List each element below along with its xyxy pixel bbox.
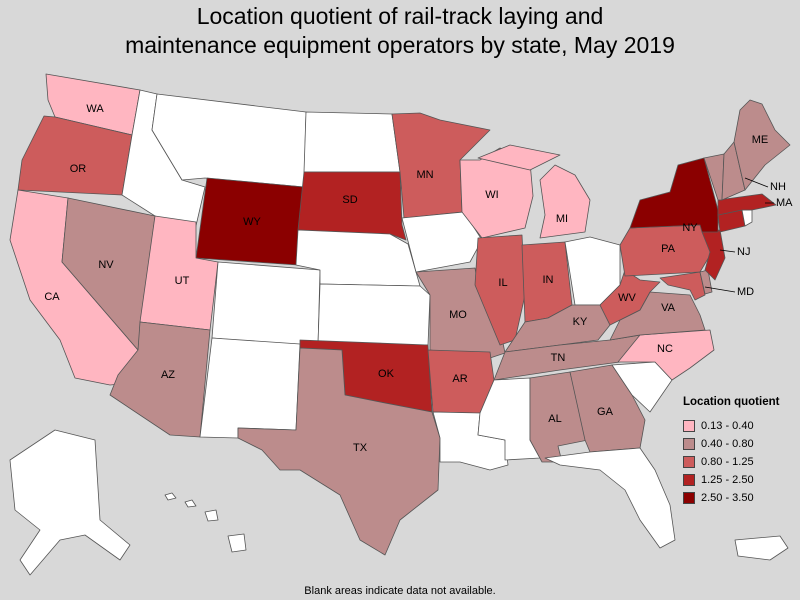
legend-label: 0.80 - 1.25 (701, 456, 754, 468)
legend-swatch (683, 474, 695, 486)
legend-swatch (683, 420, 695, 432)
state-label-al: AL (548, 413, 561, 425)
state-label-wa: WA (86, 103, 104, 115)
state-nd (303, 111, 401, 173)
state-pr (734, 535, 789, 561)
state-co (211, 261, 321, 348)
state-ma (717, 193, 777, 216)
state-label-tn: TN (551, 352, 566, 364)
legend-swatch (683, 456, 695, 468)
legend-label: 0.13 - 0.40 (701, 420, 754, 432)
legend-swatch (683, 492, 695, 504)
state-label-or: OR (70, 163, 87, 175)
state-label-va: VA (661, 302, 676, 314)
state-ak (9, 429, 131, 576)
state-label-ok: OK (378, 368, 395, 380)
state-label-mn: MN (416, 169, 433, 181)
state-sc (611, 361, 673, 413)
state-label-az: AZ (161, 369, 175, 381)
state-fl (544, 447, 676, 549)
state-label-md: MD (737, 286, 754, 298)
state-label-sd: SD (342, 194, 357, 206)
state-me (733, 99, 791, 191)
state-tx (237, 347, 441, 556)
state-label-me: ME (752, 134, 769, 146)
map-title: Location quotient of rail-track laying a… (0, 2, 800, 60)
legend-swatch (683, 438, 695, 450)
leader-line-nj (719, 249, 736, 253)
state-labels: WA OR CA NV UT AZ WY SD MN WI MI IL IN MO KY TN OK AR TX AL… (44, 103, 793, 454)
state-label-wy: WY (243, 216, 261, 228)
legend-label: 0.40 - 0.80 (701, 438, 754, 450)
state-label-nc: NC (657, 343, 673, 355)
legend-row: 1.25 - 2.50 (683, 471, 795, 489)
state-label-pa: PA (661, 243, 676, 255)
state-label-in: IN (543, 274, 554, 286)
state-label-wi: WI (485, 189, 498, 201)
legend-row: 0.40 - 0.80 (683, 435, 795, 453)
state-ny (629, 157, 719, 233)
legend-title: Location quotient (683, 396, 780, 408)
state-sd (297, 171, 407, 241)
state-label-ut: UT (175, 275, 190, 287)
state-ks (317, 283, 431, 346)
legend-label: 2.50 - 3.50 (701, 492, 754, 504)
state-label-nh: NH (770, 181, 786, 193)
legend-row: 0.13 - 0.40 (683, 417, 795, 435)
state-label-nj: NJ (737, 246, 750, 258)
state-nm (199, 337, 301, 439)
state-label-ky: KY (573, 316, 588, 328)
state-az (109, 321, 211, 438)
leader-line-md (704, 286, 736, 293)
state-ia (401, 211, 483, 273)
state-hi (164, 492, 247, 553)
legend: Location quotient 0.13 - 0.40 0.40 - 0.8… (683, 396, 795, 507)
legend-row: 0.80 - 1.25 (683, 453, 795, 471)
state-label-nv: NV (98, 259, 114, 271)
title-line-2: maintenance equipment operators by state… (125, 32, 675, 58)
title-line-1: Location quotient of rail-track laying a… (196, 3, 604, 29)
state-label-wv: WV (618, 292, 636, 304)
footnote: Blank areas indicate data not available. (304, 585, 496, 597)
legend-label: 1.25 - 2.50 (701, 474, 754, 486)
state-mi (477, 144, 591, 239)
state-label-ny: NY (682, 222, 698, 234)
state-label-il: IL (498, 277, 507, 289)
state-label-ga: GA (597, 406, 614, 418)
state-label-mo: MO (449, 309, 467, 321)
state-label-tx: TX (353, 442, 368, 454)
state-label-ca: CA (44, 291, 60, 303)
state-label-ar: AR (452, 373, 467, 385)
state-label-mi: MI (556, 213, 568, 225)
state-wv (599, 269, 661, 326)
state-label-ma: MA (776, 197, 793, 209)
leader-line-nh (744, 177, 769, 188)
legend-row: 2.50 - 3.50 (683, 489, 795, 507)
